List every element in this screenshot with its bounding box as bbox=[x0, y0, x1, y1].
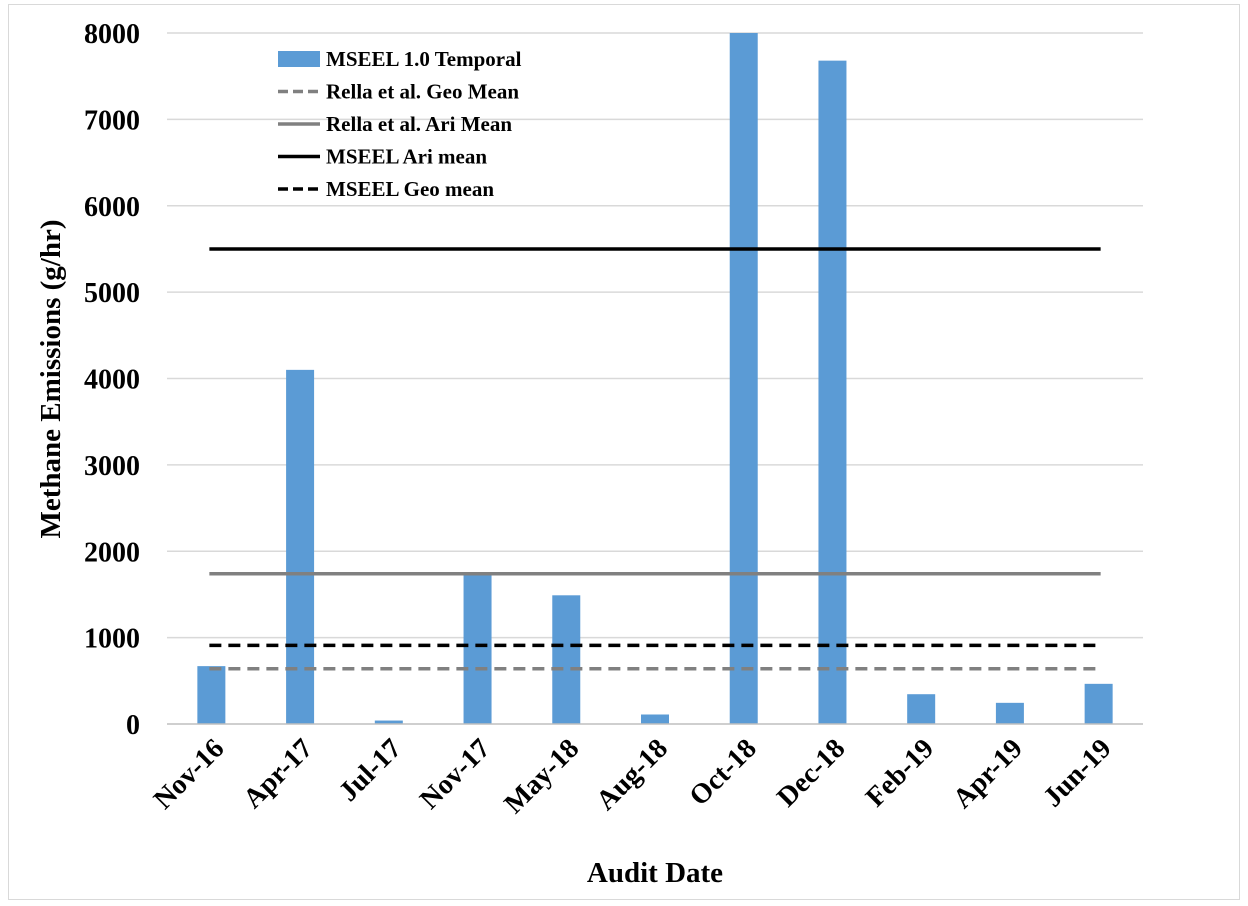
x-tick-label: Nov-16 bbox=[148, 733, 230, 815]
bar bbox=[729, 33, 758, 724]
bar bbox=[463, 572, 492, 724]
y-tick-label: 8000 bbox=[84, 19, 140, 50]
bar bbox=[552, 595, 581, 724]
y-tick-label: 4000 bbox=[84, 365, 140, 396]
y-tick-label: 0 bbox=[126, 710, 140, 741]
x-tick-label: Oct-18 bbox=[684, 733, 763, 812]
bar bbox=[641, 714, 669, 724]
x-tick-label: Apr-17 bbox=[237, 733, 319, 815]
legend-label: MSEEL Ari mean bbox=[326, 145, 487, 169]
bar bbox=[197, 666, 226, 724]
y-tick-label: 2000 bbox=[84, 537, 140, 568]
legend-label: Rella et al. Geo Mean bbox=[326, 80, 519, 104]
gridlines bbox=[167, 32, 1143, 639]
bar bbox=[995, 702, 1024, 724]
x-tick-label: Aug-18 bbox=[590, 733, 674, 817]
reference-lines bbox=[209, 247, 1101, 671]
y-tick-label: 3000 bbox=[84, 451, 140, 482]
bar bbox=[818, 60, 847, 724]
legend-swatch bbox=[278, 51, 320, 67]
y-axis-title: Methane Emissions (g/hr) bbox=[35, 220, 67, 539]
legend-label: MSEEL Geo mean bbox=[326, 177, 494, 201]
x-tick-label: May-18 bbox=[498, 733, 585, 820]
bar bbox=[1084, 683, 1113, 724]
x-tick-label: Apr-19 bbox=[947, 733, 1029, 815]
legend-label: MSEEL 1.0 Temporal bbox=[326, 47, 522, 71]
x-tick-label: Dec-18 bbox=[771, 733, 851, 813]
x-tick-label: Jul-17 bbox=[333, 733, 408, 808]
y-tick-label: 6000 bbox=[84, 192, 140, 223]
y-axis: 0 1000 2000 3000 4000 5000 6000 7000 8000 bbox=[84, 19, 140, 741]
chart-frame bbox=[8, 4, 1240, 900]
bar-series bbox=[197, 33, 1113, 724]
x-tick-label: Nov-17 bbox=[414, 733, 496, 815]
x-axis: Nov-16 Apr-17 Jul-17 Nov-17 May-18 Aug-18 Oct-… bbox=[148, 723, 1143, 820]
legend: MSEEL 1.0 Temporal Rella et al. Geo Mean R… bbox=[278, 47, 522, 201]
legend-label: Rella et al. Ari Mean bbox=[326, 112, 512, 136]
y-tick-label: 1000 bbox=[84, 624, 140, 655]
bar bbox=[286, 369, 315, 724]
bar bbox=[374, 720, 403, 724]
x-axis-title: Audit Date bbox=[587, 857, 723, 889]
x-tick-label: Feb-19 bbox=[860, 733, 940, 813]
bar bbox=[907, 694, 936, 724]
x-tick-label: Jun-19 bbox=[1037, 733, 1117, 813]
y-tick-label: 5000 bbox=[84, 278, 140, 309]
y-tick-label: 7000 bbox=[84, 105, 140, 136]
